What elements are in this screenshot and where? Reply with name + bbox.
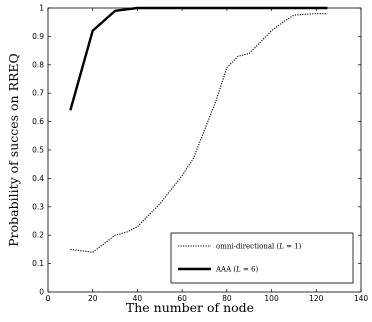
series-lines xyxy=(69,6,328,253)
x-tick-label: 20 xyxy=(88,294,98,303)
y-tick-label: 0.5 xyxy=(32,146,44,155)
x-tick-label: 60 xyxy=(177,294,187,303)
aaa-series-line xyxy=(69,6,328,111)
x-tick-label: 140 xyxy=(354,294,369,303)
x-tick-label: 0 xyxy=(46,294,51,303)
y-tick-label: 0.8 xyxy=(32,60,44,69)
y-tick-label: 0.3 xyxy=(32,202,44,211)
x-tick-label: 80 xyxy=(222,294,232,303)
y-tick-label: 0.4 xyxy=(32,174,44,183)
legend-box xyxy=(170,232,354,284)
x-tick-label: 40 xyxy=(133,294,143,303)
y-tick-label: 0.9 xyxy=(32,32,44,41)
x-tick-label: 120 xyxy=(309,294,324,303)
y-tick-label: 0.2 xyxy=(32,231,44,240)
y-tick-label: 1 xyxy=(39,4,44,13)
y-tick-label: 0 xyxy=(39,288,44,297)
x-axis-title: The number of node xyxy=(126,300,254,315)
y-tick-label: 0.6 xyxy=(32,117,44,126)
y-axis-ticks: 0 0.1 0.2 0.3 0.4 0.5 0.6 0.7 0.8 0.9 1 xyxy=(32,4,361,297)
omni-directional-series-line xyxy=(70,13,328,253)
y-tick-label: 0.7 xyxy=(32,89,44,98)
legend-label: AAA (L = 6) xyxy=(215,266,259,274)
legend-label: omni-directional (L = 1) xyxy=(216,243,302,251)
x-tick-label: 100 xyxy=(264,294,279,303)
y-tick-label: 0.1 xyxy=(32,259,44,268)
y-axis-title: Probability of succes on RREQ xyxy=(6,53,21,247)
legend: omni-directional (L = 1) AAA (L = 6) xyxy=(170,232,354,284)
